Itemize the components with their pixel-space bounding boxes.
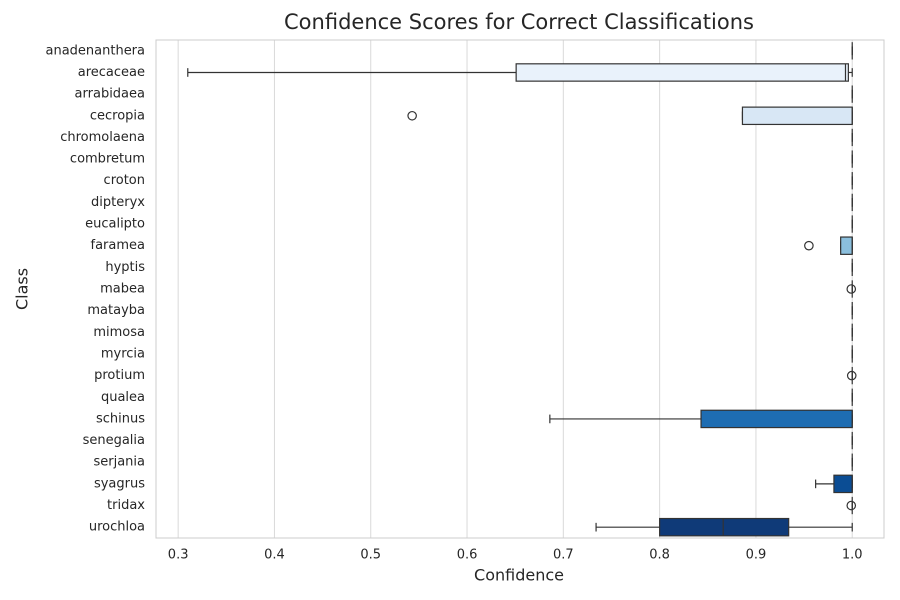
y-tick-label: eucalipto [85, 217, 145, 232]
y-tick-label: qualea [101, 390, 145, 405]
box [659, 517, 790, 537]
x-tick-label: 0.5 [360, 548, 381, 563]
y-axis-label: Class [13, 268, 32, 310]
y-tick-label: mimosa [93, 325, 145, 340]
x-tick-label: 0.8 [649, 548, 670, 563]
y-tick-label: arecaceae [78, 65, 145, 80]
y-tick-label: tridax [107, 498, 145, 513]
outlier [846, 370, 857, 381]
outlier [846, 284, 857, 294]
y-tick-label: cecropia [90, 108, 145, 123]
y-tick-label: mabea [100, 282, 145, 297]
x-tick-label: 0.3 [168, 548, 189, 563]
y-tick-label: croton [104, 173, 145, 188]
box [840, 236, 853, 255]
x-tick-label: 0.4 [264, 548, 285, 563]
outlier [407, 110, 417, 121]
y-tick-label: urochloa [89, 520, 145, 535]
box [833, 474, 853, 494]
y-tick-label: faramea [91, 238, 145, 253]
y-tick-label: serjania [93, 455, 145, 470]
x-tick-label: 1.0 [842, 548, 863, 563]
y-tick-label: protium [94, 368, 145, 383]
plot-marks [187, 42, 857, 537]
y-tick-label: syagrus [94, 476, 145, 491]
y-tick-label: dipteryx [91, 195, 145, 210]
y-tick-label: myrcia [101, 346, 145, 361]
y-tick-label: schinus [96, 411, 145, 426]
y-tick-label: anadenanthera [45, 43, 145, 58]
y-tick-label: chromolaena [60, 130, 145, 145]
y-tick-label: matayba [87, 303, 145, 318]
y-tick-label: combretum [70, 152, 145, 167]
y-tick-label: hyptis [105, 260, 145, 275]
x-tick-label: 0.6 [457, 548, 478, 563]
chart-title: Confidence Scores for Correct Classifica… [284, 10, 754, 34]
outlier [846, 500, 857, 511]
x-tick-label: 0.9 [746, 548, 767, 563]
outlier [804, 240, 814, 251]
x-axis-label: Confidence [474, 566, 564, 585]
y-tick-label: senegalia [83, 433, 145, 448]
box [515, 63, 849, 82]
box [741, 106, 853, 126]
plot-frame [155, 39, 885, 539]
box [700, 409, 853, 429]
y-tick-label: arrabidaea [75, 87, 145, 102]
x-tick-label: 0.7 [553, 548, 574, 563]
